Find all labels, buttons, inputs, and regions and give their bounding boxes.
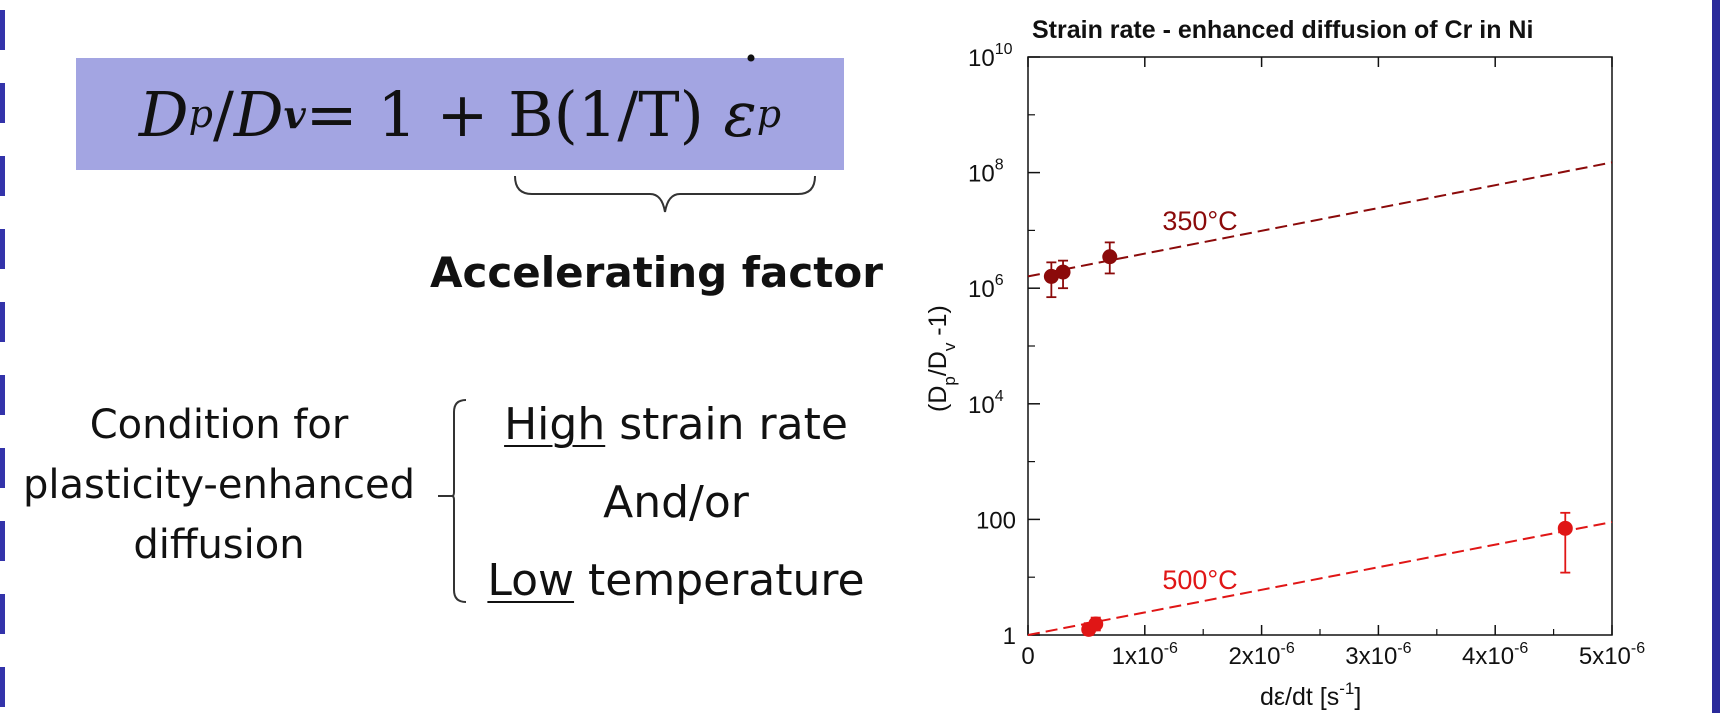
y-tick-label: 100 [976,507,1016,534]
x-axis-label: dε/dt [s-1] [1260,679,1361,711]
right-border-bar [1712,0,1720,713]
x-tick-label: 1x10-6 [1112,640,1178,670]
left-border-dash [0,229,5,269]
data-point [1055,264,1071,280]
data-point [1043,268,1059,284]
option-high-strain-rate: High strain rate [466,395,886,473]
condition-options: High strain rate And/or Low temperature [466,395,886,629]
formula-slash: / [212,77,234,151]
x-tick-label-sup: -6 [1631,640,1645,657]
x-tick-label-sup: -6 [1397,640,1411,657]
left-border-dash [0,375,5,415]
x-tick-label-sup: -6 [1164,640,1178,657]
left-border-dash [0,156,5,196]
y-tick-label-sup: 4 [995,388,1004,405]
left-border-dash [0,594,5,634]
x-tick-label-base: 0 [1021,643,1034,670]
y-tick-label-sup: 10 [995,41,1013,58]
option-high-word: High [504,399,606,450]
y-tick-label-base: 10 [968,392,995,419]
y-axis-label-p3: -1) [924,305,952,343]
x-tick-label: 2x10-6 [1228,640,1294,670]
x-tick-label-sup: -6 [1514,640,1528,657]
formula-box: Dp/Dv= 1 + B(1/T) εp [76,44,844,170]
left-border-dash [0,83,5,123]
data-point [1557,520,1573,536]
accelerating-factor-label: Accelerating factor [430,248,883,297]
option-low-word: Low [487,555,575,606]
y-axis-label: (Dp/Dv -1) [924,305,959,412]
data-point [1088,616,1104,632]
y-axis-label-sub1: p [940,376,959,385]
formula: Dp/Dv= 1 + B(1/T) εp [76,44,844,170]
condition-text: Condition for plasticity-enhanced diffus… [14,395,424,575]
x-axis-label-sup: -1 [1339,679,1354,698]
condition-brace [438,399,467,603]
y-tick-label-base: 10 [968,45,995,72]
y-tick-label-base: 100 [976,507,1016,534]
left-border-dash [0,448,5,488]
series-label: 500°C [1162,565,1237,595]
x-axis-label-end: ] [1354,683,1361,711]
series-layer: 350°C 500°C [1027,161,1613,637]
data-point [1102,249,1118,265]
option-high-rest: strain rate [605,399,848,450]
x-tick-label-base: 4x10 [1462,643,1514,670]
y-tick-label: 104 [968,388,1004,419]
diffusion-chart: Strain rate - enhanced diffusion of Cr i… [924,16,1645,711]
accelerating-brace [514,175,816,213]
formula-strain-rate: ε [723,44,766,151]
left-dashed-border [0,0,6,713]
left-border-dash [0,521,5,561]
y-tick-label-base: 1 [1003,623,1016,650]
formula-dv: D [233,77,284,151]
y-axis-label-sub2: v [940,342,959,351]
formula-dp: D [138,77,189,151]
series-label: 350°C [1162,206,1237,236]
y-tick-label-base: 10 [968,276,995,303]
x-tick-label-base: 2x10 [1228,643,1280,670]
chart-title: Strain rate - enhanced diffusion of Cr i… [1032,16,1533,44]
left-border-dash [0,667,5,707]
x-axis-label-base: dε/dt [s [1260,683,1339,711]
y-axis-label-p1: (D [924,386,952,412]
fit-line-350°C [1027,161,1613,278]
y-tick-label: 106 [968,272,1004,303]
left-border-dash [0,10,5,50]
plot-frame [1027,56,1613,636]
x-tick-label: 5x10-6 [1579,640,1645,670]
y-tick-label: 1 [1003,623,1016,650]
left-border-dash [0,302,5,342]
formula-dp-sub: p [188,92,213,136]
y-tick-label: 1010 [968,41,1013,72]
x-tick-label: 3x10-6 [1345,640,1411,670]
condition-line-3: diffusion [133,522,305,568]
condition-line-2: plasticity-enhanced [22,462,415,508]
y-tick-label-sup: 8 [995,157,1004,174]
formula-dv-sub: v [283,91,306,137]
option-low-temperature: Low temperature [466,551,886,629]
x-tick-label-base: 3x10 [1345,643,1397,670]
y-tick-label-sup: 6 [995,272,1004,289]
option-andor: And/or [603,477,749,528]
x-tick-label: 4x10-6 [1462,640,1528,670]
y-axis-label-p2: /D [924,351,952,376]
x-axis-ticks: 0 1x10-6 2x10-6 3x10-6 4x10-6 5x10-6 [1021,57,1645,670]
option-low-rest: temperature [574,555,865,606]
x-tick-label-sup: -6 [1281,640,1295,657]
fit-line-500°C [1027,521,1613,636]
x-tick-label-base: 5x10 [1579,643,1631,670]
condition-line-1: Condition for [89,402,349,448]
y-tick-label-base: 10 [968,161,995,188]
y-tick-label: 108 [968,157,1004,188]
formula-rhs: = 1 + B(1/T) [305,77,724,151]
x-tick-label: 0 [1021,643,1034,670]
x-tick-label-base: 1x10 [1112,643,1164,670]
